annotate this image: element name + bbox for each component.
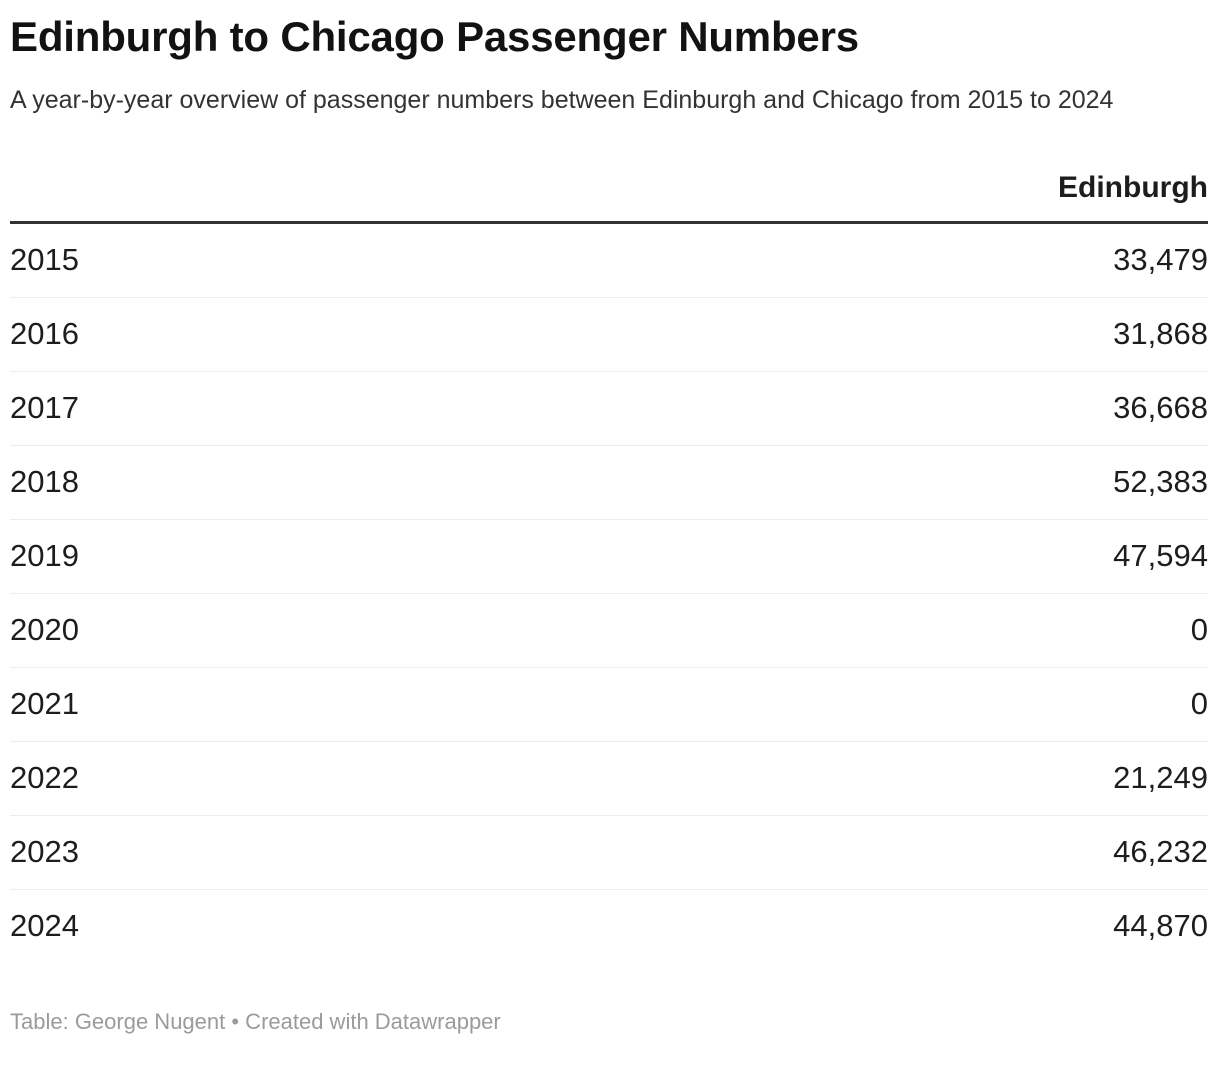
table-body: 2015 33,479 2016 31,868 2017 36,668 2018 52,383… bbox=[10, 224, 1208, 963]
year-cell: 2022 bbox=[10, 760, 79, 796]
year-cell: 2021 bbox=[10, 686, 79, 722]
table-row: 2024 44,870 bbox=[10, 888, 1208, 963]
year-cell: 2020 bbox=[10, 612, 79, 648]
table-row: 2021 0 bbox=[10, 666, 1208, 741]
table-row: 2018 52,383 bbox=[10, 444, 1208, 519]
year-cell: 2024 bbox=[10, 908, 79, 944]
year-cell: 2016 bbox=[10, 316, 79, 352]
value-cell: 0 bbox=[1190, 612, 1208, 648]
table-row: 2019 47,594 bbox=[10, 518, 1208, 593]
year-cell: 2018 bbox=[10, 464, 79, 500]
table-row: 2022 21,249 bbox=[10, 740, 1208, 815]
table-row: 2020 0 bbox=[10, 592, 1208, 667]
datawrapper-table: Edinburgh to Chicago Passenger Numbers A… bbox=[10, 13, 1208, 1034]
table-row: 2016 31,868 bbox=[10, 296, 1208, 371]
value-cell: 0 bbox=[1190, 686, 1208, 722]
chart-title: Edinburgh to Chicago Passenger Numbers bbox=[10, 13, 859, 60]
value-cell: 47,594 bbox=[1113, 538, 1208, 574]
value-cell: 52,383 bbox=[1113, 464, 1208, 500]
value-cell: 21,249 bbox=[1113, 760, 1208, 796]
value-cell: 31,868 bbox=[1113, 316, 1208, 352]
table-row: 2015 33,479 bbox=[10, 224, 1208, 297]
table-row: 2017 36,668 bbox=[10, 370, 1208, 445]
year-cell: 2015 bbox=[10, 242, 79, 278]
year-cell: 2019 bbox=[10, 538, 79, 574]
value-cell: 46,232 bbox=[1113, 834, 1208, 870]
table-header-row: Edinburgh bbox=[10, 171, 1208, 224]
footer-credit: Table: George Nugent • Created with Data… bbox=[10, 1008, 501, 1034]
table-row: 2023 46,232 bbox=[10, 814, 1208, 889]
value-cell: 33,479 bbox=[1113, 242, 1208, 278]
value-cell: 36,668 bbox=[1113, 390, 1208, 426]
chart-subtitle: A year-by-year overview of passenger num… bbox=[10, 86, 1114, 115]
year-cell: 2023 bbox=[10, 834, 79, 870]
value-cell: 44,870 bbox=[1113, 908, 1208, 944]
column-header-edinburgh: Edinburgh bbox=[1058, 170, 1208, 204]
passenger-table: Edinburgh 2015 33,479 2016 31,868 2017 36,668… bbox=[10, 171, 1208, 963]
year-cell: 2017 bbox=[10, 390, 79, 426]
